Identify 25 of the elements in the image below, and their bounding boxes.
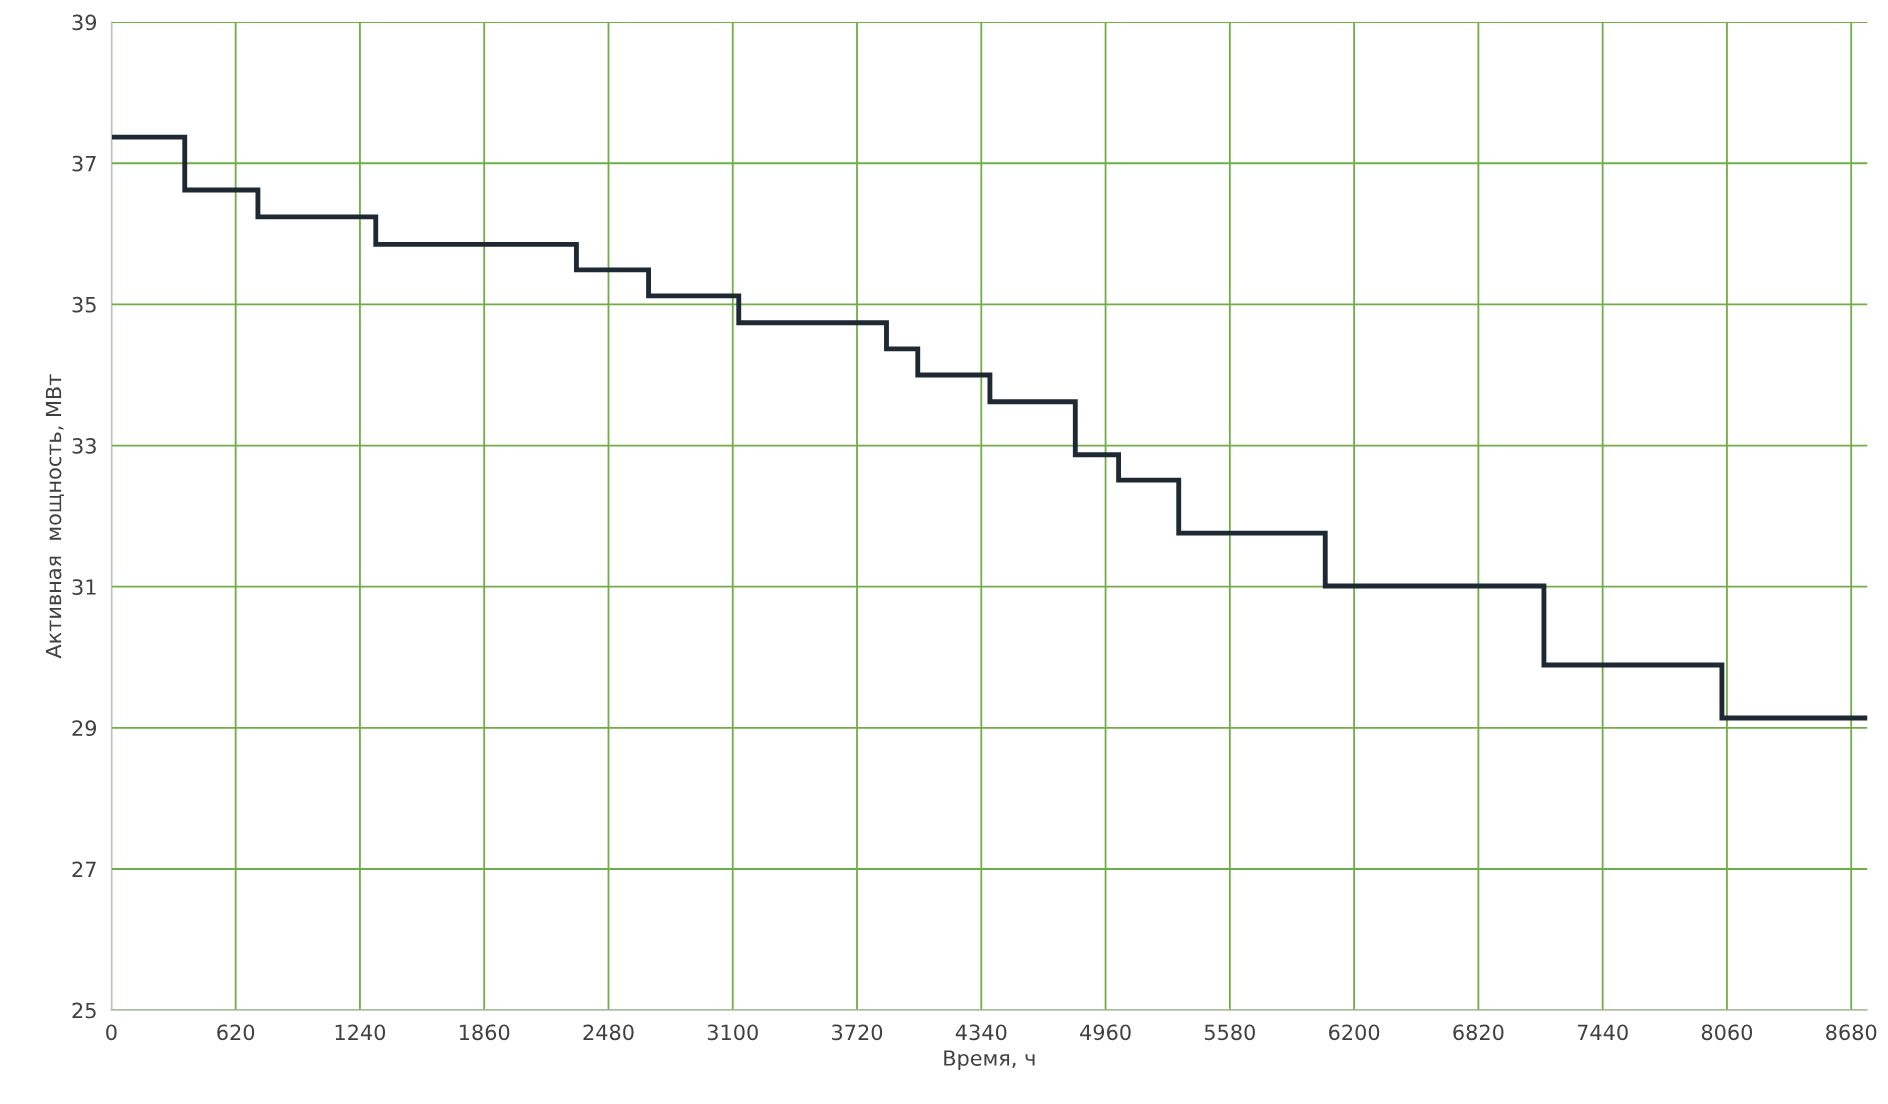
y-tick-label: 33 xyxy=(72,438,96,454)
y-tick-label: 31 xyxy=(72,579,96,595)
x-tick-label: 4960 xyxy=(1080,1024,1131,1041)
x-tick-label: 8680 xyxy=(1826,1024,1877,1041)
y-tick-label: 39 xyxy=(72,14,97,31)
x-tick-label: 6820 xyxy=(1453,1024,1504,1041)
y-axis-title: Активная мощность, МВт xyxy=(45,374,64,659)
y-tick-label: 27 xyxy=(72,861,96,877)
y-tick-label: 29 xyxy=(72,720,97,737)
x-tick-label: 8060 xyxy=(1701,1024,1753,1041)
x-tick-label: 6200 xyxy=(1329,1024,1380,1041)
x-tick-label: 3100 xyxy=(707,1024,758,1041)
y-tick-label: 37 xyxy=(72,155,96,172)
x-tick-label: 3720 xyxy=(832,1024,883,1041)
x-tick-label: 0 xyxy=(106,1024,117,1041)
y-tick-label: 35 xyxy=(72,296,96,313)
x-tick-label: 2480 xyxy=(583,1024,634,1041)
x-tick-label: 5580 xyxy=(1204,1024,1255,1041)
x-tick-label: 4340 xyxy=(955,1024,1007,1041)
x-tick-label: 1240 xyxy=(335,1024,386,1041)
y-tick-label: 25 xyxy=(72,1002,96,1019)
x-tick-label: 620 xyxy=(217,1024,255,1041)
x-axis-title: Время, ч xyxy=(944,1050,1035,1070)
x-tick-label: 7440 xyxy=(1577,1024,1628,1041)
x-tick-label: 1860 xyxy=(459,1024,510,1041)
